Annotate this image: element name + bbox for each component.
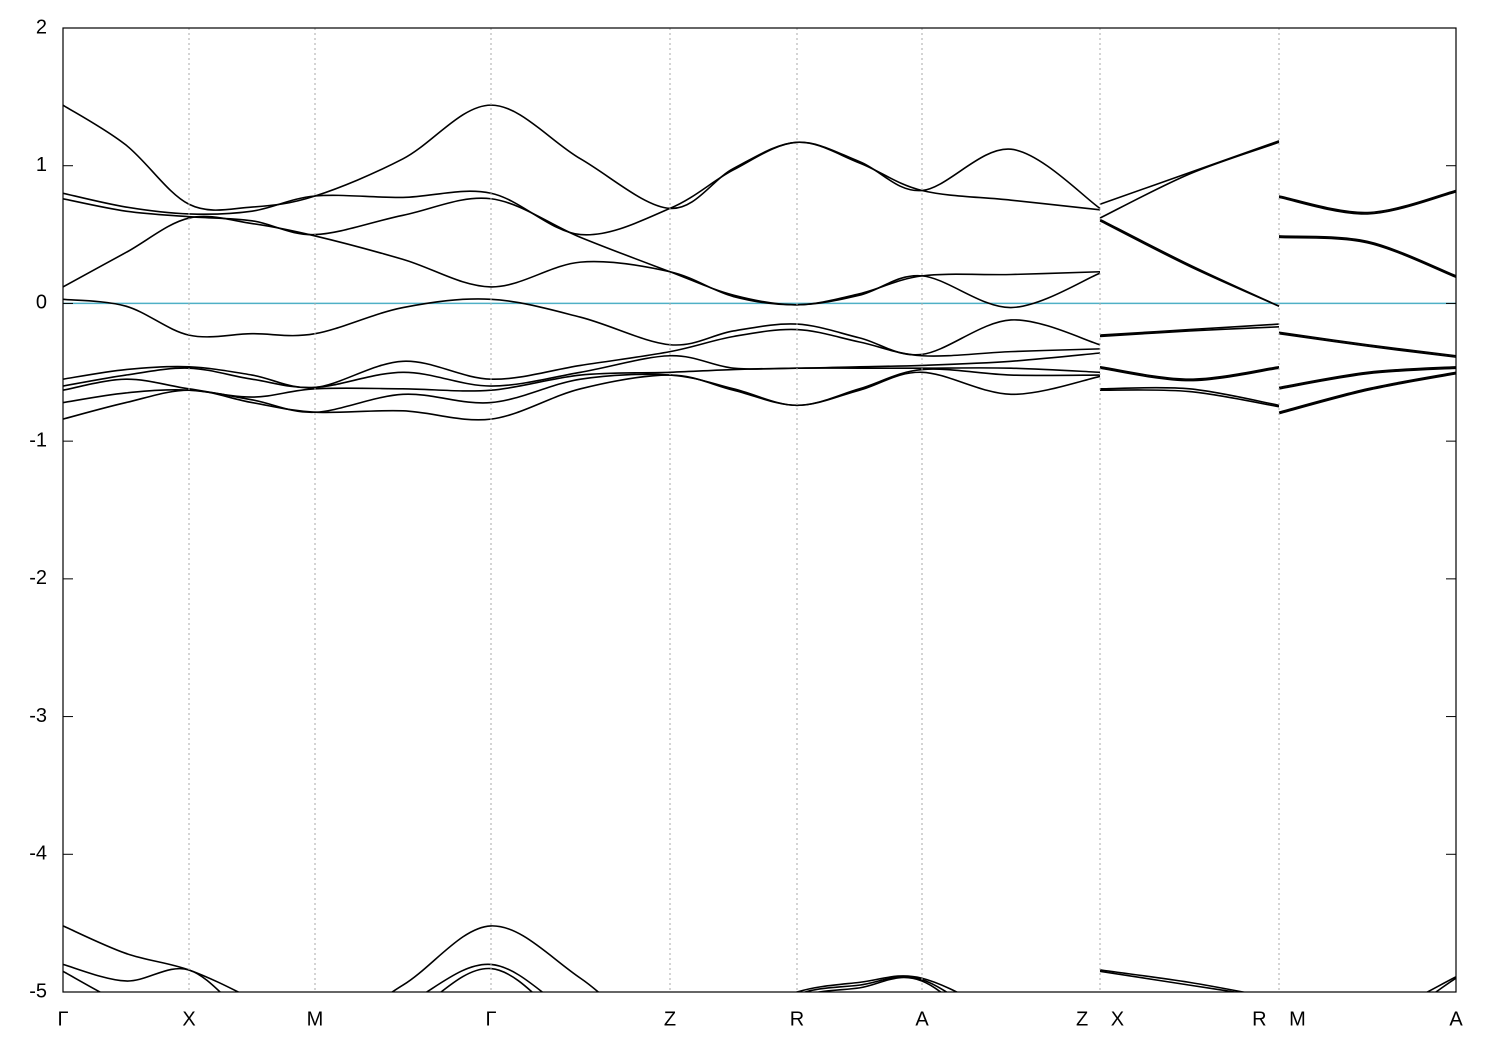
band-line xyxy=(63,141,1456,236)
x-tick-label: Z xyxy=(664,1008,676,1030)
y-tick-label: 2 xyxy=(36,16,47,38)
x-tick-label: A xyxy=(1449,1008,1463,1030)
band-line xyxy=(63,352,1456,389)
y-tick-label: 1 xyxy=(36,154,47,176)
plot-border xyxy=(62,27,1457,993)
band-line xyxy=(63,371,1456,421)
y-tick-label: -3 xyxy=(29,705,47,727)
band-line xyxy=(63,104,1456,214)
x-tick-label: M xyxy=(307,1008,324,1030)
band-line xyxy=(63,925,1456,992)
band-line xyxy=(63,197,1456,307)
x-tick-label: A xyxy=(915,1008,929,1030)
y-tick-label: -2 xyxy=(29,567,47,589)
x-tick-label: Γ xyxy=(485,1008,496,1030)
band-line xyxy=(63,326,1456,389)
x-tick-label: Γ xyxy=(57,1008,68,1030)
x-tick-label: X xyxy=(182,1008,195,1030)
band-line xyxy=(63,298,1456,357)
x-tick-label: Z X xyxy=(1076,1008,1124,1030)
y-tick-label: -5 xyxy=(29,980,47,1002)
y-tick-label: 0 xyxy=(36,292,47,314)
band-line xyxy=(63,368,1456,414)
band-line xyxy=(63,967,942,992)
plot-area xyxy=(63,104,1456,992)
band-line xyxy=(63,215,1456,309)
band-line xyxy=(63,963,1456,992)
y-tick-label: -4 xyxy=(29,843,47,865)
y-tick-label: -1 xyxy=(29,429,47,451)
x-tick-label: R M xyxy=(1252,1008,1306,1030)
x-tick-label: R xyxy=(790,1008,804,1030)
